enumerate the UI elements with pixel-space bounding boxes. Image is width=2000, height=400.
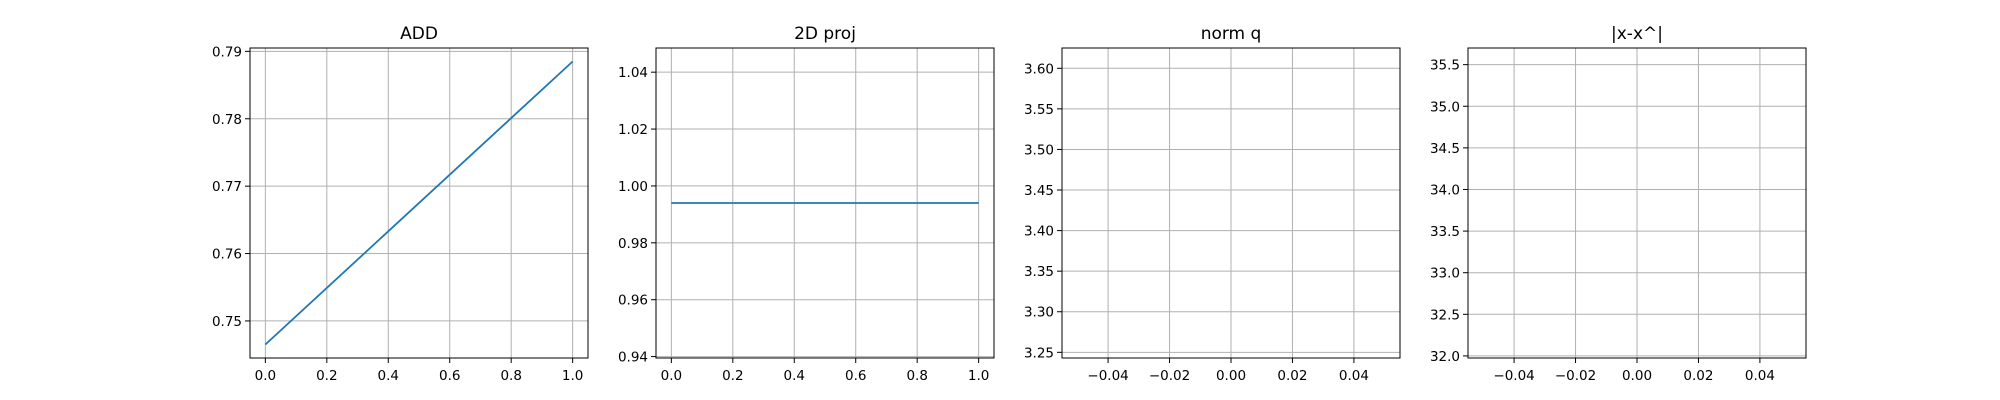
- chart-3-y-tick-label: 3.30: [1024, 305, 1054, 321]
- chart-3-y-tick-label: 3.60: [1024, 61, 1054, 77]
- chart-1-series-line: [264, 60, 574, 346]
- chart-4-y-tick-label: 34.0: [1430, 182, 1460, 198]
- chart-1-x-tick-label: 0.2: [316, 368, 337, 384]
- chart-1-y-tick-label: 0.77: [212, 179, 242, 195]
- chart-4-title: |x-x^|: [1611, 24, 1663, 44]
- chart-2-title: 2D proj: [794, 24, 856, 44]
- chart-4-x-tick-label: −0.04: [1493, 368, 1534, 384]
- chart-3-y-tick-label: 3.40: [1024, 224, 1054, 240]
- chart-4-y-tick-label: 35.5: [1430, 58, 1460, 74]
- chart-2-x-tick-label: 0.0: [661, 368, 682, 384]
- chart-1-x-tick-label: 0.4: [378, 368, 399, 384]
- chart-2: 2D proj 0.0 0.2 0.4 0.6 0.8 1.0 0.94 0.96 0.98 1.0…: [618, 24, 995, 384]
- chart-3-y-tick-label: 3.45: [1024, 183, 1054, 199]
- chart-4-x-tick-label: −0.02: [1555, 368, 1596, 384]
- chart-3-y-tick-label: 3.35: [1024, 264, 1054, 280]
- chart-4-y-tick-label: 33.0: [1430, 266, 1460, 282]
- chart-4: |x-x^| −0.04 −0.02 0.00 0.02 0.04 32.0 32.5 33.0…: [1430, 24, 1807, 384]
- chart-2-x-tick-label: 0.6: [845, 368, 866, 384]
- chart-4-y-tick-label: 32.5: [1430, 307, 1460, 323]
- chart-2-y-tick-label: 0.94: [618, 350, 648, 366]
- chart-3: norm q −0.04 −0.02 0.00 0.02 0.04 3.25 3.30 3.35…: [1024, 24, 1401, 384]
- chart-2-y-tick-label: 0.98: [618, 236, 648, 252]
- chart-4-y-tick-label: 34.5: [1430, 141, 1460, 157]
- chart-1-y-tick-label: 0.78: [212, 112, 242, 128]
- chart-3-y-tick-label: 3.25: [1024, 345, 1054, 361]
- chart-2-x-tick-label: 0.8: [906, 368, 927, 384]
- chart-2-y-tick-label: 1.02: [618, 122, 648, 138]
- chart-4-y-tick-label: 35.0: [1430, 99, 1460, 115]
- chart-3-x-tick-label: −0.02: [1149, 368, 1190, 384]
- chart-4-axes-frame: [1467, 47, 1807, 359]
- chart-3-axes-frame: [1061, 47, 1401, 359]
- chart-4-y-tick-label: 33.5: [1430, 224, 1460, 240]
- chart-2-y-tick-label: 0.96: [618, 293, 648, 309]
- chart-4-x-tick-label: 0.02: [1683, 368, 1713, 384]
- chart-3-x-tick-label: −0.04: [1087, 368, 1128, 384]
- chart-1-y-tick-label: 0.75: [212, 314, 242, 330]
- chart-3-x-tick-label: 0.02: [1277, 368, 1307, 384]
- chart-2-x-tick-label: 0.2: [722, 368, 743, 384]
- chart-3-y-tick-label: 3.50: [1024, 142, 1054, 158]
- chart-2-y-tick-label: 1.04: [618, 65, 648, 81]
- chart-3-x-tick-label: 0.00: [1216, 368, 1246, 384]
- chart-1-y-tick-label: 0.79: [212, 44, 242, 60]
- chart-1-y-tick-label: 0.76: [212, 247, 242, 263]
- chart-2-x-tick-label: 1.0: [968, 368, 989, 384]
- chart-1: ADD 0.0 0.2 0.4 0.6 0.8 1.0 0.75 0.76 0.77 0.78 0.7…: [212, 24, 589, 384]
- chart-2-y-tick-label: 1.00: [618, 179, 648, 195]
- chart-1-axes-frame: [249, 47, 589, 359]
- chart-4-x-tick-label: 0.00: [1622, 368, 1652, 384]
- chart-3-y-tick-label: 3.55: [1024, 102, 1054, 118]
- chart-4-x-tick-label: 0.04: [1745, 368, 1775, 384]
- chart-4-y-tick-label: 32.0: [1430, 349, 1460, 365]
- chart-1-x-tick-label: 1.0: [562, 368, 583, 384]
- chart-2-x-tick-label: 0.4: [784, 368, 805, 384]
- chart-3-x-tick-label: 0.04: [1339, 368, 1369, 384]
- chart-3-title: norm q: [1201, 24, 1262, 44]
- chart-1-x-tick-label: 0.6: [439, 368, 460, 384]
- chart-1-x-tick-label: 0.8: [500, 368, 521, 384]
- chart-1-x-tick-label: 0.0: [255, 368, 276, 384]
- chart-1-title: ADD: [400, 24, 438, 44]
- chart-2-axes-frame: [655, 47, 995, 359]
